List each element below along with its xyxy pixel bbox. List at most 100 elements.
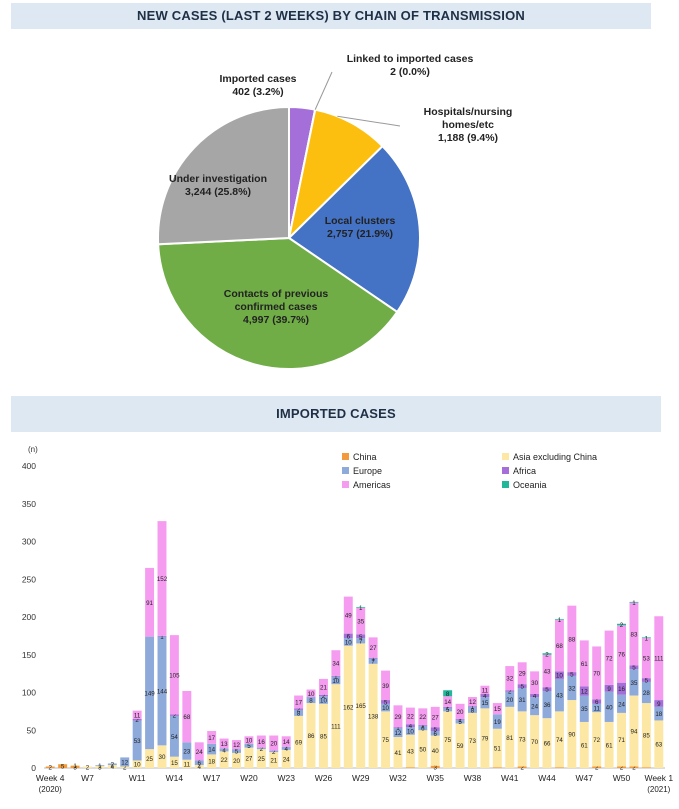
bar-segment-china <box>70 765 80 768</box>
bar-data-label: 12 <box>581 688 588 695</box>
bar-data-label: 15 <box>171 760 178 767</box>
bar-segment-europe <box>604 691 614 722</box>
bar-data-label: 5 <box>458 719 462 726</box>
bar-data-label: 12 <box>469 699 476 706</box>
bar-data-label: 1 <box>359 605 363 612</box>
bar-segment-asia-excluding-china <box>368 663 378 768</box>
label-local-value: 2,757 (21.9%) <box>327 228 393 240</box>
bar-segment-americas <box>306 689 316 698</box>
bar-data-label: 4 <box>533 693 537 700</box>
bar-segment-asia-excluding-china <box>505 706 515 768</box>
bar-segment-africa <box>418 724 428 726</box>
legend-label: Asia excluding China <box>513 452 597 462</box>
bar-data-label: 7 <box>371 659 375 666</box>
bar-segment-americas <box>505 666 515 691</box>
bar-data-label: 31 <box>519 697 526 704</box>
bar-segment-oceania <box>542 653 552 655</box>
bar-data-label: 40 <box>606 704 613 711</box>
bar-segment-africa <box>604 684 614 692</box>
bar-data-label: 2 <box>632 765 636 772</box>
bar-data-label: 85 <box>320 733 327 740</box>
bar-segment-africa <box>381 700 391 704</box>
bar-segment-asia-excluding-china <box>331 684 341 768</box>
bar-segment-africa <box>530 694 540 698</box>
bar-segment-asia-excluding-china <box>554 711 564 768</box>
bar-data-label: 2 <box>620 622 624 629</box>
bar-segment-africa <box>393 727 403 728</box>
bar-data-label: 2 <box>297 707 301 714</box>
bar-data-label: 6 <box>198 760 202 767</box>
bar-data-label: 1 <box>632 600 636 607</box>
bar-data-label: 165 <box>356 703 367 710</box>
bar-segment-europe <box>592 703 602 713</box>
bar-data-label: 2 <box>111 762 115 769</box>
bar-data-label: 91 <box>146 600 153 607</box>
bar-data-label: 4 <box>111 764 115 771</box>
label-linked-name: Linked to imported cases <box>346 53 474 65</box>
bar-segment-africa <box>468 706 477 707</box>
bar-data-label: 9 <box>607 686 611 693</box>
bar-data-label: 10 <box>245 738 252 745</box>
bar-segment-africa <box>157 635 167 637</box>
bar-data-label: 14 <box>283 739 290 746</box>
bar-segment-europe <box>530 697 540 716</box>
bar-data-label: 43 <box>544 668 551 675</box>
bar-segment-europe <box>145 636 155 750</box>
bar-data-label: 8 <box>446 691 450 698</box>
bar-segment-asia-excluding-china <box>244 747 254 768</box>
bar-data-label: 2 <box>86 765 90 772</box>
bar-segment-americas <box>157 521 167 636</box>
bar-segment-oceania <box>356 607 366 608</box>
bar-segment-europe <box>492 714 502 729</box>
bar-data-label: 7 <box>359 638 363 645</box>
bar-data-label: 28 <box>643 690 650 697</box>
bar-segment-africa <box>430 727 440 732</box>
x-tick-label: Week 1 <box>644 773 673 783</box>
bar-data-label: 20 <box>270 741 277 748</box>
bar-data-label: 5 <box>545 687 549 694</box>
bar-data-label: 1 <box>458 717 462 724</box>
label-under-investigation: Under investigation 3,244 (25.8%) <box>163 173 273 199</box>
bar-data-label: 81 <box>506 735 513 742</box>
x-tick-label: Week 4 <box>36 773 65 783</box>
label-investigation-value: 3,244 (25.8%) <box>185 186 251 198</box>
bar-data-label: 1 <box>396 725 400 732</box>
x-tick-label: W38 <box>464 773 482 783</box>
bar-data-label: 85 <box>643 733 650 740</box>
bar-segment-americas <box>182 690 192 743</box>
bar-segment-africa <box>542 687 552 691</box>
bar-segment-asia-excluding-china <box>169 756 179 768</box>
bar-data-label: 5 <box>61 764 65 771</box>
bar-segment-europe <box>331 676 341 685</box>
bar-segment-asia-excluding-china <box>70 764 80 766</box>
bar-data-label: 88 <box>568 636 575 643</box>
bar-data-label: 16 <box>618 686 625 693</box>
bar-segment-europe <box>617 694 627 713</box>
y-tick-label: 100 <box>22 688 36 698</box>
legend-swatch <box>342 481 349 488</box>
bar-data-label: 5 <box>384 699 388 706</box>
bar-segment-europe <box>629 669 639 696</box>
bar-data-label: 4 <box>409 723 413 730</box>
bar-segment-china <box>45 766 55 768</box>
bar-segment-africa <box>318 694 328 697</box>
bar-data-label: 22 <box>419 714 426 721</box>
pie-slice-hospitals-nursing-homes-etc <box>287 108 384 242</box>
x-tick-label: W44 <box>538 773 556 783</box>
bar-data-label: 83 <box>631 631 638 638</box>
bar-segment-asia-excluding-china <box>393 737 403 768</box>
bar-data-label: 32 <box>506 676 513 683</box>
bar-segment-asia-excluding-china <box>604 721 614 768</box>
bar-segment-europe <box>405 727 415 735</box>
bar-data-label: 35 <box>581 706 588 713</box>
bar-segment-americas <box>418 708 428 725</box>
bar-segment-americas <box>455 703 465 719</box>
bar-data-label: 14 <box>208 747 215 754</box>
bar-segment-asia-excluding-china <box>207 754 217 768</box>
bar-segment-europe <box>468 706 477 713</box>
x-tick-label: W50 <box>613 773 631 783</box>
label-linked-value: 2 (0.0%) <box>390 66 430 78</box>
bar-segment-asia-excluding-china <box>381 711 391 768</box>
bar-data-label: 1 <box>421 723 425 730</box>
x-tick-label: W41 <box>501 773 519 783</box>
